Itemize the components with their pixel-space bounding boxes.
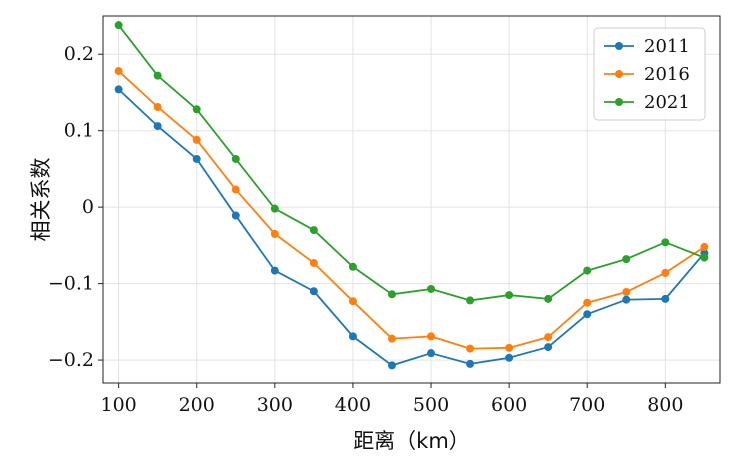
data-point: [427, 284, 436, 293]
data-point: [348, 332, 357, 341]
data-point: [192, 154, 201, 163]
x-tick-label: 600: [491, 394, 527, 416]
data-point: [583, 266, 592, 275]
x-tick-label: 500: [413, 394, 449, 416]
data-point: [387, 361, 396, 370]
y-tick-label: −0.1: [48, 273, 94, 295]
data-point: [544, 343, 553, 352]
data-point: [348, 297, 357, 306]
series-line: [118, 88, 706, 367]
data-point: [700, 242, 709, 251]
legend-item: 2011: [604, 36, 690, 57]
data-point: [466, 296, 475, 305]
data-point: [622, 295, 631, 304]
data-point: [387, 290, 396, 299]
legend-label: 2021: [644, 92, 690, 113]
data-point: [466, 359, 475, 368]
series-2016: [114, 67, 709, 353]
x-tick-label: 100: [100, 394, 136, 416]
data-point: [544, 333, 553, 342]
legend-box: [593, 27, 706, 121]
data-point: [153, 102, 162, 111]
legend-marker: [615, 98, 623, 106]
plot-area-frame: [102, 15, 721, 384]
data-point: [192, 105, 201, 114]
x-axis-label: 距离（km）: [353, 429, 470, 453]
legend-item: 2016: [604, 64, 690, 85]
data-point: [427, 332, 436, 341]
series-lines: [114, 21, 709, 370]
data-point: [583, 298, 592, 307]
x-tick-label: 800: [647, 394, 683, 416]
x-tick-label: 400: [335, 394, 371, 416]
data-point: [661, 268, 670, 277]
y-axis-label: 相关系数: [29, 158, 53, 242]
y-tick-label: −0.2: [48, 349, 94, 371]
legend-marker: [615, 70, 623, 78]
data-point: [387, 334, 396, 343]
data-point: [270, 229, 279, 238]
x-tick-label: 200: [179, 394, 215, 416]
data-point: [270, 204, 279, 213]
data-point: [505, 353, 514, 362]
data-point: [309, 258, 318, 267]
data-point: [661, 294, 670, 303]
data-point: [700, 253, 709, 262]
x-tick-label: 700: [569, 394, 605, 416]
data-point: [114, 67, 123, 76]
legend-label: 2016: [644, 64, 690, 85]
data-point: [270, 266, 279, 275]
legend-item: 2021: [604, 92, 690, 113]
data-point: [348, 262, 357, 271]
data-point: [661, 238, 670, 247]
data-point: [466, 344, 475, 353]
data-point: [153, 71, 162, 80]
data-point: [505, 343, 514, 352]
y-tick-label: 0: [82, 196, 94, 218]
data-point: [427, 349, 436, 358]
x-tick-label: 300: [257, 394, 293, 416]
data-point: [309, 226, 318, 235]
series-2021: [114, 21, 709, 305]
y-tick-label: 0.1: [64, 120, 94, 142]
data-point: [583, 310, 592, 319]
data-point: [309, 287, 318, 296]
data-point: [114, 85, 123, 94]
data-point: [153, 122, 162, 131]
series-2011: [114, 85, 709, 370]
data-point: [231, 211, 240, 220]
data-point: [114, 21, 123, 30]
data-point: [622, 255, 631, 264]
data-point: [192, 135, 201, 144]
series-line: [117, 24, 705, 302]
data-point: [544, 294, 553, 303]
series-line: [118, 70, 705, 350]
axis-ticks: 100 200 300 400 500 600 700 800 −0.2 −0.1 0 0.1 0.2: [48, 43, 684, 416]
legend-marker: [615, 42, 623, 50]
data-point: [231, 185, 240, 194]
data-point: [505, 291, 514, 300]
legend: 2011 2016 2021: [593, 27, 706, 121]
legend-label: 2011: [644, 36, 690, 57]
y-tick-label: 0.2: [64, 43, 94, 65]
data-point: [231, 154, 240, 163]
data-point: [622, 288, 631, 297]
